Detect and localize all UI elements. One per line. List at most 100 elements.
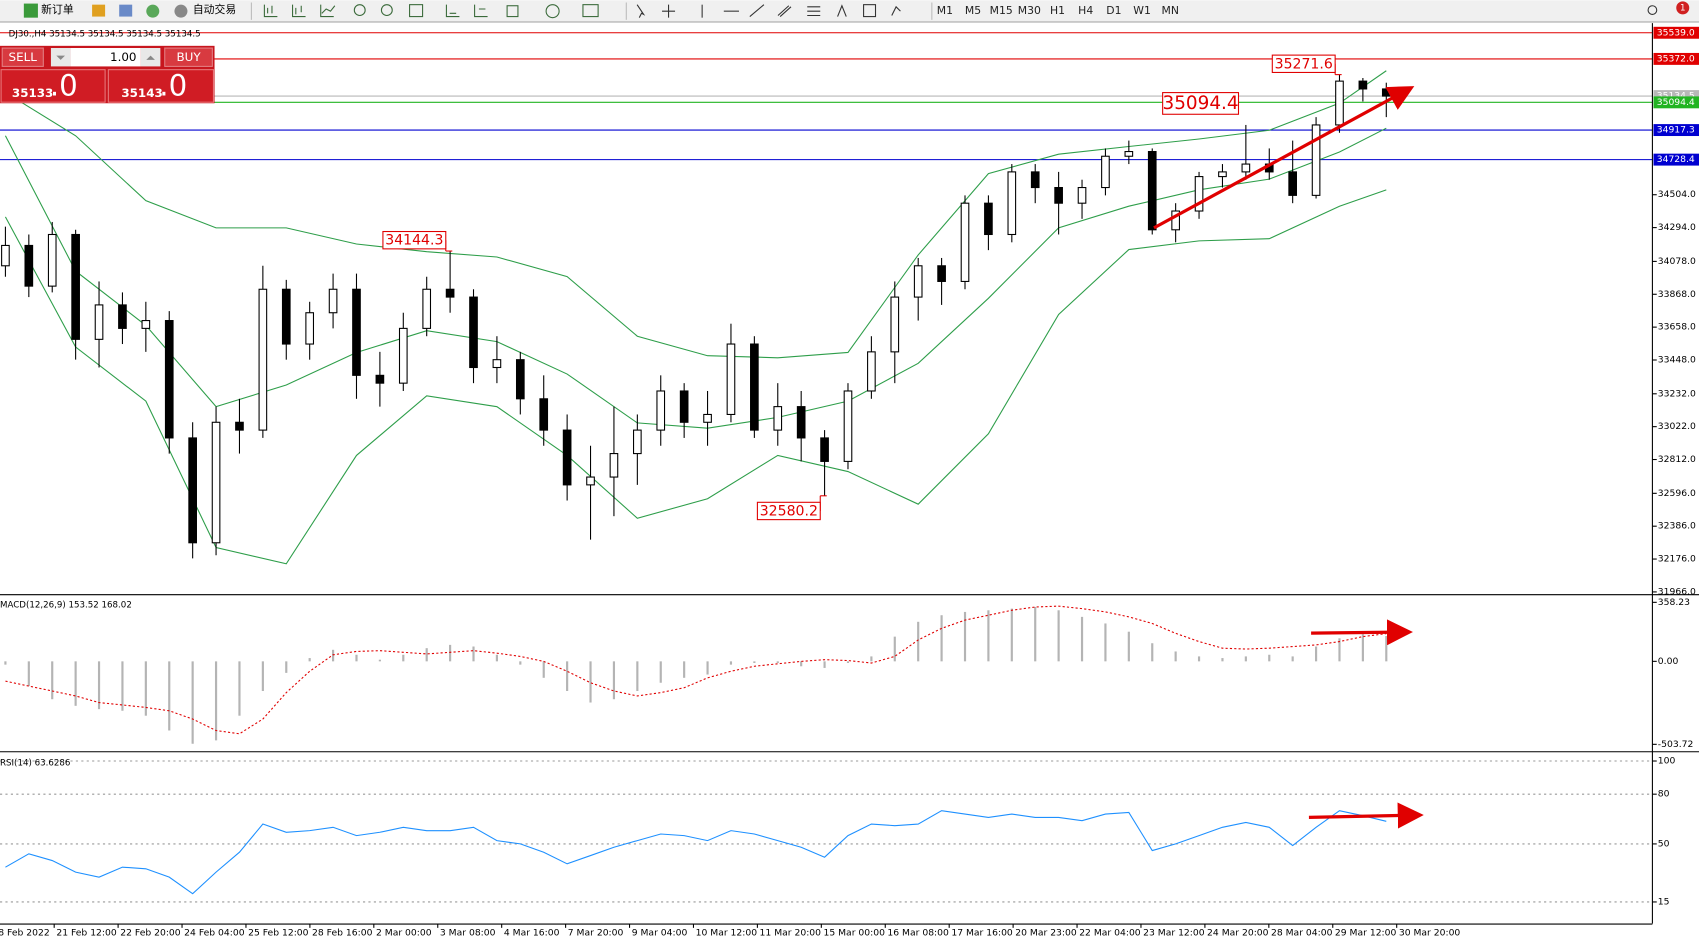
search-icon[interactable] <box>1647 5 1658 15</box>
candle-body <box>47 233 57 287</box>
timeframe-button[interactable]: D1 <box>1106 4 1121 17</box>
y-tick-label: 34504.0 <box>1658 189 1696 200</box>
candle-body <box>679 390 689 423</box>
y-tick-label: -503.72 <box>1658 739 1694 750</box>
candle-body <box>937 265 946 282</box>
candle-body <box>913 265 923 298</box>
timeframe-button[interactable]: M5 <box>965 4 981 17</box>
x-tick-label: 3 Mar 08:00 <box>440 928 496 939</box>
price-mark-box <box>756 501 821 521</box>
candle-body <box>375 374 385 384</box>
macd-arrow <box>1311 619 1413 646</box>
auto-trading-icon[interactable] <box>174 4 188 18</box>
line-icon[interactable] <box>320 4 336 18</box>
candle-body <box>328 288 338 314</box>
volume-input[interactable] <box>70 48 141 67</box>
down-arrow <box>56 55 66 60</box>
y-tick-label: 33868.0 <box>1658 289 1696 300</box>
scroll-icon[interactable] <box>445 4 460 18</box>
new-order-icon[interactable] <box>23 3 38 18</box>
candle-body <box>24 244 34 287</box>
fibo-icon[interactable] <box>807 6 821 17</box>
price-mark-label: 32580.2 <box>760 504 818 520</box>
chart-window <box>0 23 1699 939</box>
zoom-out-icon[interactable] <box>380 4 393 17</box>
tile-icon[interactable] <box>409 4 424 18</box>
period-icon[interactable] <box>545 4 560 19</box>
candle-body <box>352 288 361 376</box>
timeframe-button[interactable]: M1 <box>937 4 953 17</box>
indicator-icon[interactable] <box>506 5 519 18</box>
timeframe-button[interactable]: M15 <box>990 4 1013 17</box>
price-level-tag <box>1653 96 1699 109</box>
y-tick-label: 80 <box>1658 789 1670 800</box>
timeframe-button[interactable]: H4 <box>1078 4 1093 17</box>
candle-body <box>1288 171 1298 196</box>
y-tick-label: 32812.0 <box>1658 454 1696 465</box>
cursor-icon[interactable] <box>636 4 646 18</box>
channel-icon[interactable] <box>777 5 792 17</box>
candle-body <box>211 421 221 544</box>
candle-body <box>1007 171 1017 236</box>
price-level-tag <box>1653 90 1699 103</box>
x-tick-label: 7 Mar 20:00 <box>568 928 624 939</box>
buy-price-box[interactable] <box>107 69 215 103</box>
tool-icon[interactable] <box>146 4 160 18</box>
candle-icon[interactable] <box>292 4 306 18</box>
tool-icon[interactable] <box>92 4 106 17</box>
candle-body <box>562 429 572 486</box>
x-tick-label: 30 Mar 20:00 <box>1399 928 1461 939</box>
zoom-in-icon[interactable] <box>353 4 366 17</box>
x-tick-label: 29 Mar 12:00 <box>1335 928 1397 939</box>
x-tick-label: 28 Mar 04:00 <box>1271 928 1333 939</box>
y-tick-label: 34294.0 <box>1658 222 1696 233</box>
price-level-tag <box>1653 26 1699 39</box>
x-tick-label: 9 Mar 04:00 <box>632 928 688 939</box>
candle-body <box>703 413 712 423</box>
timeframe-button[interactable]: W1 <box>1133 4 1151 17</box>
candle-body <box>258 288 268 431</box>
x-tick-label: 20 Mar 23:00 <box>1015 928 1077 939</box>
price-level-tag <box>1653 52 1699 65</box>
candle-body <box>1147 151 1157 231</box>
text-icon[interactable] <box>837 4 847 17</box>
arrow-icon[interactable] <box>891 5 901 16</box>
candle-body <box>1030 171 1040 189</box>
timeframe-button[interactable]: H1 <box>1050 4 1065 17</box>
y-tick-label: 32386.0 <box>1658 521 1696 532</box>
x-tick-label: 24 Feb 04:00 <box>184 928 245 939</box>
y-tick-label: 34078.0 <box>1658 256 1696 267</box>
trendline-icon[interactable] <box>749 4 765 17</box>
crosshair-icon[interactable] <box>662 4 676 18</box>
sell-price: 35133 <box>12 86 53 100</box>
candle-body <box>1335 80 1344 126</box>
timeframe-button[interactable]: M30 <box>1018 4 1041 17</box>
buy-button[interactable] <box>164 47 213 67</box>
template-icon[interactable] <box>582 4 599 18</box>
candle-body <box>188 437 197 544</box>
price-level-label: 34728.4 <box>1657 154 1695 165</box>
candle-body <box>656 390 666 431</box>
candle-body <box>398 327 408 384</box>
x-tick-label: 2 Mar 00:00 <box>376 928 432 939</box>
new-order-button[interactable]: 新订单 <box>41 2 74 16</box>
candle-body <box>492 359 502 369</box>
label-icon[interactable] <box>863 4 877 18</box>
x-tick-label: 10 Mar 12:00 <box>696 928 758 939</box>
timeframe-button[interactable]: MN <box>1162 4 1179 17</box>
notification-badge[interactable] <box>1676 1 1690 15</box>
auto-trading-button[interactable]: 自动交易 <box>193 2 236 16</box>
tool-icon[interactable] <box>119 4 133 17</box>
trend-arrow <box>1153 86 1415 230</box>
bar-chart-icon[interactable] <box>263 4 278 18</box>
candle-body <box>609 453 619 478</box>
candle-body <box>141 320 151 329</box>
plot: 34504.0 34294.0 34078.0 33868.0 33658.0 33448… <box>0 26 1699 939</box>
chart-title: DJ30.,H4 35134.5 35134.5 35134.5 35134.5 <box>9 29 201 39</box>
x-tick-label: 21 Feb 12:00 <box>56 928 117 939</box>
sell-price-box[interactable] <box>0 69 106 103</box>
candle-body <box>820 437 829 462</box>
trade-panel: SELL 1.00 BUY 35133 .0 35143 .0 <box>0 45 215 104</box>
sell-button[interactable] <box>1 47 44 67</box>
shift-icon[interactable] <box>474 4 488 18</box>
